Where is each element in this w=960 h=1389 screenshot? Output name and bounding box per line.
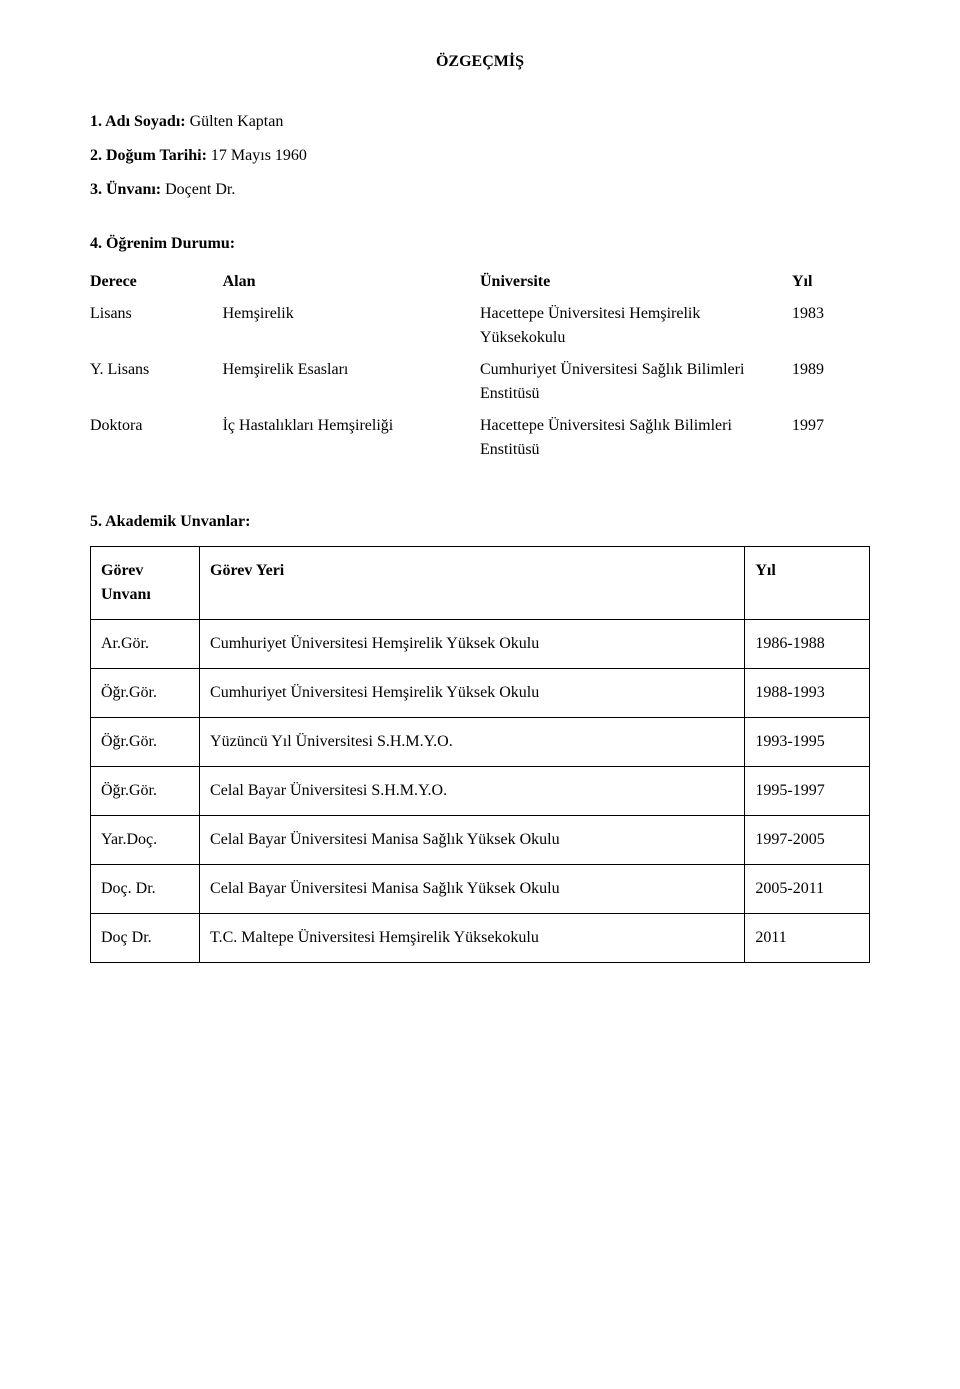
edu-cell-degree: Lisans <box>90 298 223 354</box>
info-dob: 2. Doğum Tarihi: 17 Mayıs 1960 <box>90 144 870 168</box>
edu-cell-field: Hemşirelik Esasları <box>223 354 480 410</box>
academic-section-label: 5. Akademik Unvanlar: <box>90 510 870 534</box>
education-row: Lisans Hemşirelik Hacettepe Üniversitesi… <box>90 298 870 354</box>
academic-cell-location: T.C. Maltepe Üniversitesi Hemşirelik Yük… <box>200 914 745 963</box>
academic-header-unvan-bottom: Unvanı <box>101 583 189 607</box>
academic-cell-year: 1986-1988 <box>745 620 870 669</box>
info-name: 1. Adı Soyadı: Gülten Kaptan <box>90 110 870 134</box>
edu-cell-year: 1989 <box>792 354 870 410</box>
academic-cell-location: Yüzüncü Yıl Üniversitesi S.H.M.Y.O. <box>200 718 745 767</box>
academic-row: Öğr.Gör. Celal Bayar Üniversitesi S.H.M.… <box>91 767 870 816</box>
info-title-value: Doçent Dr. <box>161 181 235 198</box>
academic-row: Yar.Doç. Celal Bayar Üniversitesi Manisa… <box>91 816 870 865</box>
education-row: Doktora İç Hastalıkları Hemşireliği Hace… <box>90 410 870 466</box>
edu-cell-university: Cumhuriyet Üniversitesi Sağlık Bilimleri… <box>480 354 792 410</box>
academic-table: Görev Unvanı Görev Yeri Yıl Ar.Gör. Cumh… <box>90 546 870 963</box>
education-table: Derece Alan Üniversite Yıl Lisans Hemşir… <box>90 266 870 466</box>
edu-cell-degree: Doktora <box>90 410 223 466</box>
edu-header-field: Alan <box>223 266 480 298</box>
edu-cell-field: İç Hastalıkları Hemşireliği <box>223 410 480 466</box>
academic-header-unvan-top: Görev <box>101 559 189 583</box>
edu-header-university: Üniversite <box>480 266 792 298</box>
edu-header-degree: Derece <box>90 266 223 298</box>
academic-row: Ar.Gör. Cumhuriyet Üniversitesi Hemşirel… <box>91 620 870 669</box>
edu-cell-university: Hacettepe Üniversitesi Hemşirelik Yüksek… <box>480 298 792 354</box>
academic-cell-year: 2005-2011 <box>745 865 870 914</box>
academic-cell-year: 2011 <box>745 914 870 963</box>
edu-cell-field: Hemşirelik <box>223 298 480 354</box>
academic-cell-year: 1995-1997 <box>745 767 870 816</box>
academic-row: Öğr.Gör. Yüzüncü Yıl Üniversitesi S.H.M.… <box>91 718 870 767</box>
edu-header-year: Yıl <box>792 266 870 298</box>
academic-cell-location: Celal Bayar Üniversitesi Manisa Sağlık Y… <box>200 865 745 914</box>
academic-header-year: Yıl <box>745 547 870 620</box>
edu-cell-university: Hacettepe Üniversitesi Sağlık Bilimleri … <box>480 410 792 466</box>
info-dob-label: 2. Doğum Tarihi: <box>90 147 207 164</box>
info-name-label: 1. Adı Soyadı: <box>90 113 186 130</box>
info-dob-value: 17 Mayıs 1960 <box>207 147 307 164</box>
edu-cell-degree: Y. Lisans <box>90 354 223 410</box>
academic-row: Doç Dr. T.C. Maltepe Üniversitesi Hemşir… <box>91 914 870 963</box>
education-header-row: Derece Alan Üniversite Yıl <box>90 266 870 298</box>
academic-cell-title: Öğr.Gör. <box>91 669 200 718</box>
academic-row: Doç. Dr. Celal Bayar Üniversitesi Manisa… <box>91 865 870 914</box>
info-education-label: 4. Öğrenim Durumu: <box>90 232 870 256</box>
academic-header-row: Görev Unvanı Görev Yeri Yıl <box>91 547 870 620</box>
academic-row: Öğr.Gör. Cumhuriyet Üniversitesi Hemşire… <box>91 669 870 718</box>
academic-cell-year: 1988-1993 <box>745 669 870 718</box>
academic-cell-title: Doç. Dr. <box>91 865 200 914</box>
edu-cell-year: 1983 <box>792 298 870 354</box>
info-title-label: 3. Ünvanı: <box>90 181 161 198</box>
academic-cell-location: Cumhuriyet Üniversitesi Hemşirelik Yükse… <box>200 669 745 718</box>
page-title: ÖZGEÇMİŞ <box>90 50 870 74</box>
education-row: Y. Lisans Hemşirelik Esasları Cumhuriyet… <box>90 354 870 410</box>
academic-cell-location: Celal Bayar Üniversitesi S.H.M.Y.O. <box>200 767 745 816</box>
edu-cell-year: 1997 <box>792 410 870 466</box>
info-name-value: Gülten Kaptan <box>186 113 284 130</box>
academic-cell-year: 1997-2005 <box>745 816 870 865</box>
academic-cell-year: 1993-1995 <box>745 718 870 767</box>
academic-cell-title: Doç Dr. <box>91 914 200 963</box>
info-title: 3. Ünvanı: Doçent Dr. <box>90 178 870 202</box>
academic-cell-title: Yar.Doç. <box>91 816 200 865</box>
academic-cell-location: Celal Bayar Üniversitesi Manisa Sağlık Y… <box>200 816 745 865</box>
academic-cell-location: Cumhuriyet Üniversitesi Hemşirelik Yükse… <box>200 620 745 669</box>
academic-header-unvan: Görev Unvanı <box>91 547 200 620</box>
academic-header-location: Görev Yeri <box>200 547 745 620</box>
academic-cell-title: Öğr.Gör. <box>91 767 200 816</box>
academic-cell-title: Ar.Gör. <box>91 620 200 669</box>
academic-cell-title: Öğr.Gör. <box>91 718 200 767</box>
